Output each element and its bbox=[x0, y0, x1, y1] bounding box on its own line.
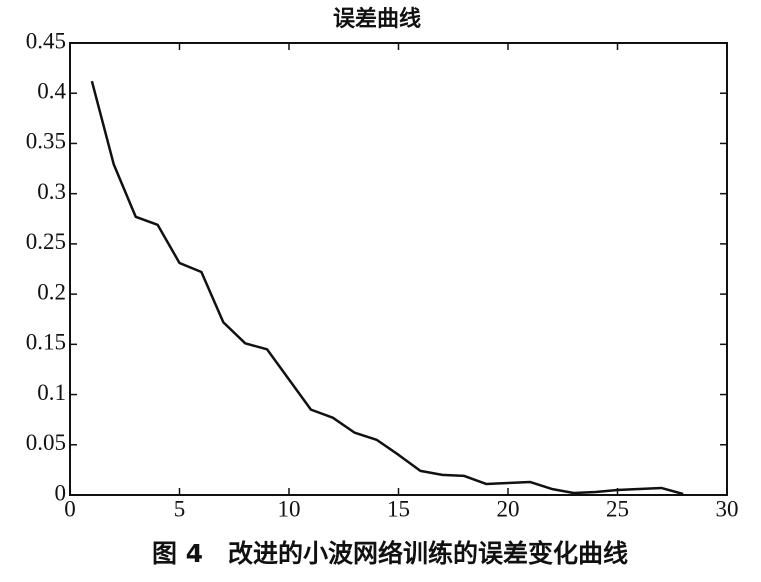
x-tick-label: 0 bbox=[64, 496, 76, 521]
error-line bbox=[90, 80, 684, 496]
y-tick-label: 0.45 bbox=[26, 28, 66, 53]
x-tick-label: 25 bbox=[606, 496, 629, 521]
y-tick-label: 0.2 bbox=[37, 279, 66, 304]
x-tick-label: 5 bbox=[174, 496, 186, 521]
y-tick-label: 0.3 bbox=[37, 179, 66, 204]
chart-title: 误差曲线 bbox=[333, 6, 421, 32]
plot-frame bbox=[69, 42, 728, 496]
x-tick-label: 15 bbox=[387, 496, 410, 521]
caption: 图 4 改进的小波网络训练的误差变化曲线 bbox=[152, 539, 628, 568]
y-tick-label: 0 bbox=[55, 480, 67, 505]
y-tick-label: 0.15 bbox=[26, 330, 66, 355]
y-tick-label: 0.4 bbox=[37, 79, 66, 104]
x-tick-label: 10 bbox=[278, 496, 301, 521]
y-tick-label: 0.25 bbox=[26, 229, 66, 254]
y-tick-label: 0.1 bbox=[37, 380, 66, 405]
x-tick-label: 20 bbox=[497, 496, 520, 521]
x-tick-label: 30 bbox=[716, 496, 739, 521]
y-tick-label: 0.05 bbox=[26, 430, 66, 455]
y-tick-label: 0.35 bbox=[26, 129, 66, 154]
